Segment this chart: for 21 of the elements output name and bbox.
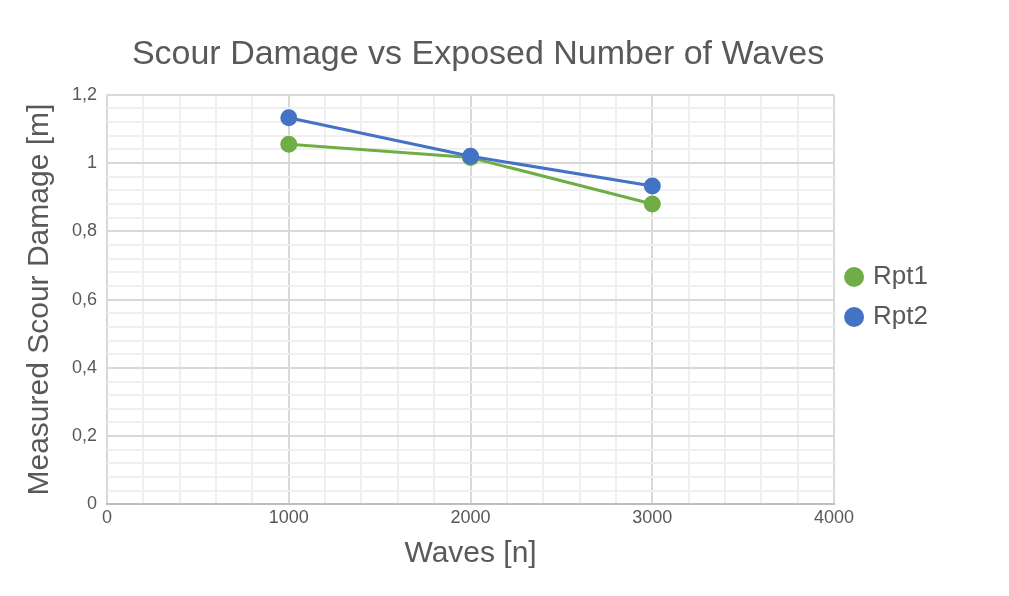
- x-tick-label: 0: [102, 507, 113, 528]
- legend-label: Rpt2: [873, 300, 928, 331]
- x-tick-label: 3000: [632, 507, 673, 528]
- point: [643, 195, 661, 213]
- y-axis-title: Measured Scour Damage [m]: [21, 103, 55, 496]
- y-tick-label: 0,4: [71, 356, 98, 377]
- y-tick-label: 1,2: [71, 83, 98, 104]
- x-tick-label: 2000: [450, 507, 491, 528]
- y-tick-label: 1: [87, 152, 98, 173]
- y-tick-label: 0,2: [71, 425, 98, 446]
- y-tick-label: 0,8: [71, 220, 98, 241]
- point: [280, 109, 298, 127]
- x-tick-label: 1000: [268, 507, 309, 528]
- x-axis-title: Waves [n]: [404, 535, 537, 569]
- y-tick-label: 0: [87, 493, 98, 514]
- legend-label: Rpt1: [873, 260, 928, 291]
- point: [643, 177, 661, 195]
- x-tick-label: 4000: [814, 507, 855, 528]
- chart-title: Scour Damage vs Exposed Number of Waves: [131, 32, 825, 71]
- y-tick-label: 0,6: [71, 288, 98, 309]
- point: [280, 135, 298, 153]
